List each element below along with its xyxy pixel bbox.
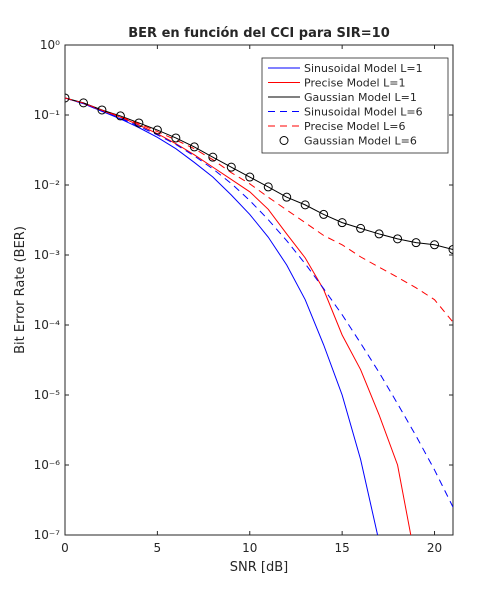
legend-marker (279, 136, 289, 145)
legend-label: Precise Model L=6 (304, 120, 405, 133)
legend-label: Sinusoidal Model L=6 (304, 106, 423, 119)
marker (393, 234, 403, 244)
x-axis-label: SNR [dB] (230, 560, 288, 575)
marker (226, 162, 236, 172)
series-line (65, 97, 453, 323)
marker (171, 133, 181, 143)
marker (319, 209, 329, 219)
marker (152, 125, 162, 135)
legend-label: Sinusoidal Model L=1 (304, 62, 423, 75)
series-line (65, 97, 379, 535)
marker (300, 200, 310, 210)
x-tick-label: 15 (335, 541, 350, 555)
marker (337, 218, 347, 228)
series-group (65, 93, 453, 535)
marker (97, 105, 107, 115)
y-tick-label: 10⁻⁶ (34, 458, 61, 472)
chart-title: BER en función del CCI para SIR=10 (128, 26, 390, 41)
x-tick-label: 5 (154, 541, 162, 555)
legend-box (261, 57, 449, 154)
marker (245, 172, 255, 182)
y-tick-label: 10⁰ (40, 38, 60, 52)
y-tick-label: 10⁻⁷ (34, 528, 61, 542)
marker (411, 238, 421, 248)
marker (374, 229, 384, 239)
marker (208, 152, 218, 162)
marker (134, 118, 144, 128)
y-tick-label: 10⁻⁵ (34, 388, 61, 402)
series-line (65, 97, 453, 508)
marker (356, 223, 366, 233)
marker (448, 244, 453, 254)
marker (115, 111, 125, 121)
legend-label: Gaussian Model L=6 (304, 135, 417, 148)
y-tick-label: 10⁻³ (34, 248, 61, 262)
y-tick-label: 10⁻¹ (34, 108, 61, 122)
legend-label: Precise Model L=1 (304, 77, 405, 90)
x-tick-label: 0 (61, 541, 69, 555)
legend-label: Gaussian Model L=1 (304, 91, 417, 104)
series-line (65, 97, 453, 250)
x-tick-label: 20 (427, 541, 442, 555)
marker (282, 192, 292, 202)
marker (263, 182, 273, 192)
y-tick-label: 10⁻² (34, 178, 61, 192)
x-tick-label: 10 (242, 541, 257, 555)
marker (65, 93, 70, 103)
marker (189, 142, 199, 152)
marker (78, 98, 88, 108)
marker (430, 240, 440, 250)
y-axis-label: Bit Error Rate (BER) (13, 226, 28, 354)
y-tick-label: 10⁻⁴ (34, 318, 61, 332)
